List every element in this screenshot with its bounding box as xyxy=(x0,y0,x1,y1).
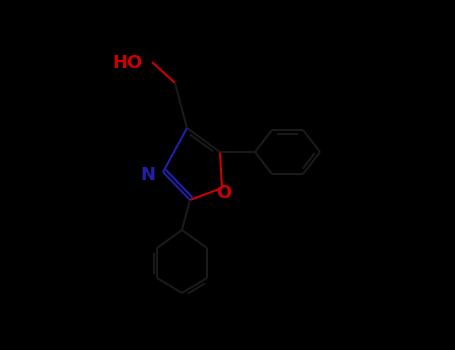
Text: HO: HO xyxy=(112,54,142,72)
Text: O: O xyxy=(217,184,232,202)
Text: N: N xyxy=(141,166,156,184)
